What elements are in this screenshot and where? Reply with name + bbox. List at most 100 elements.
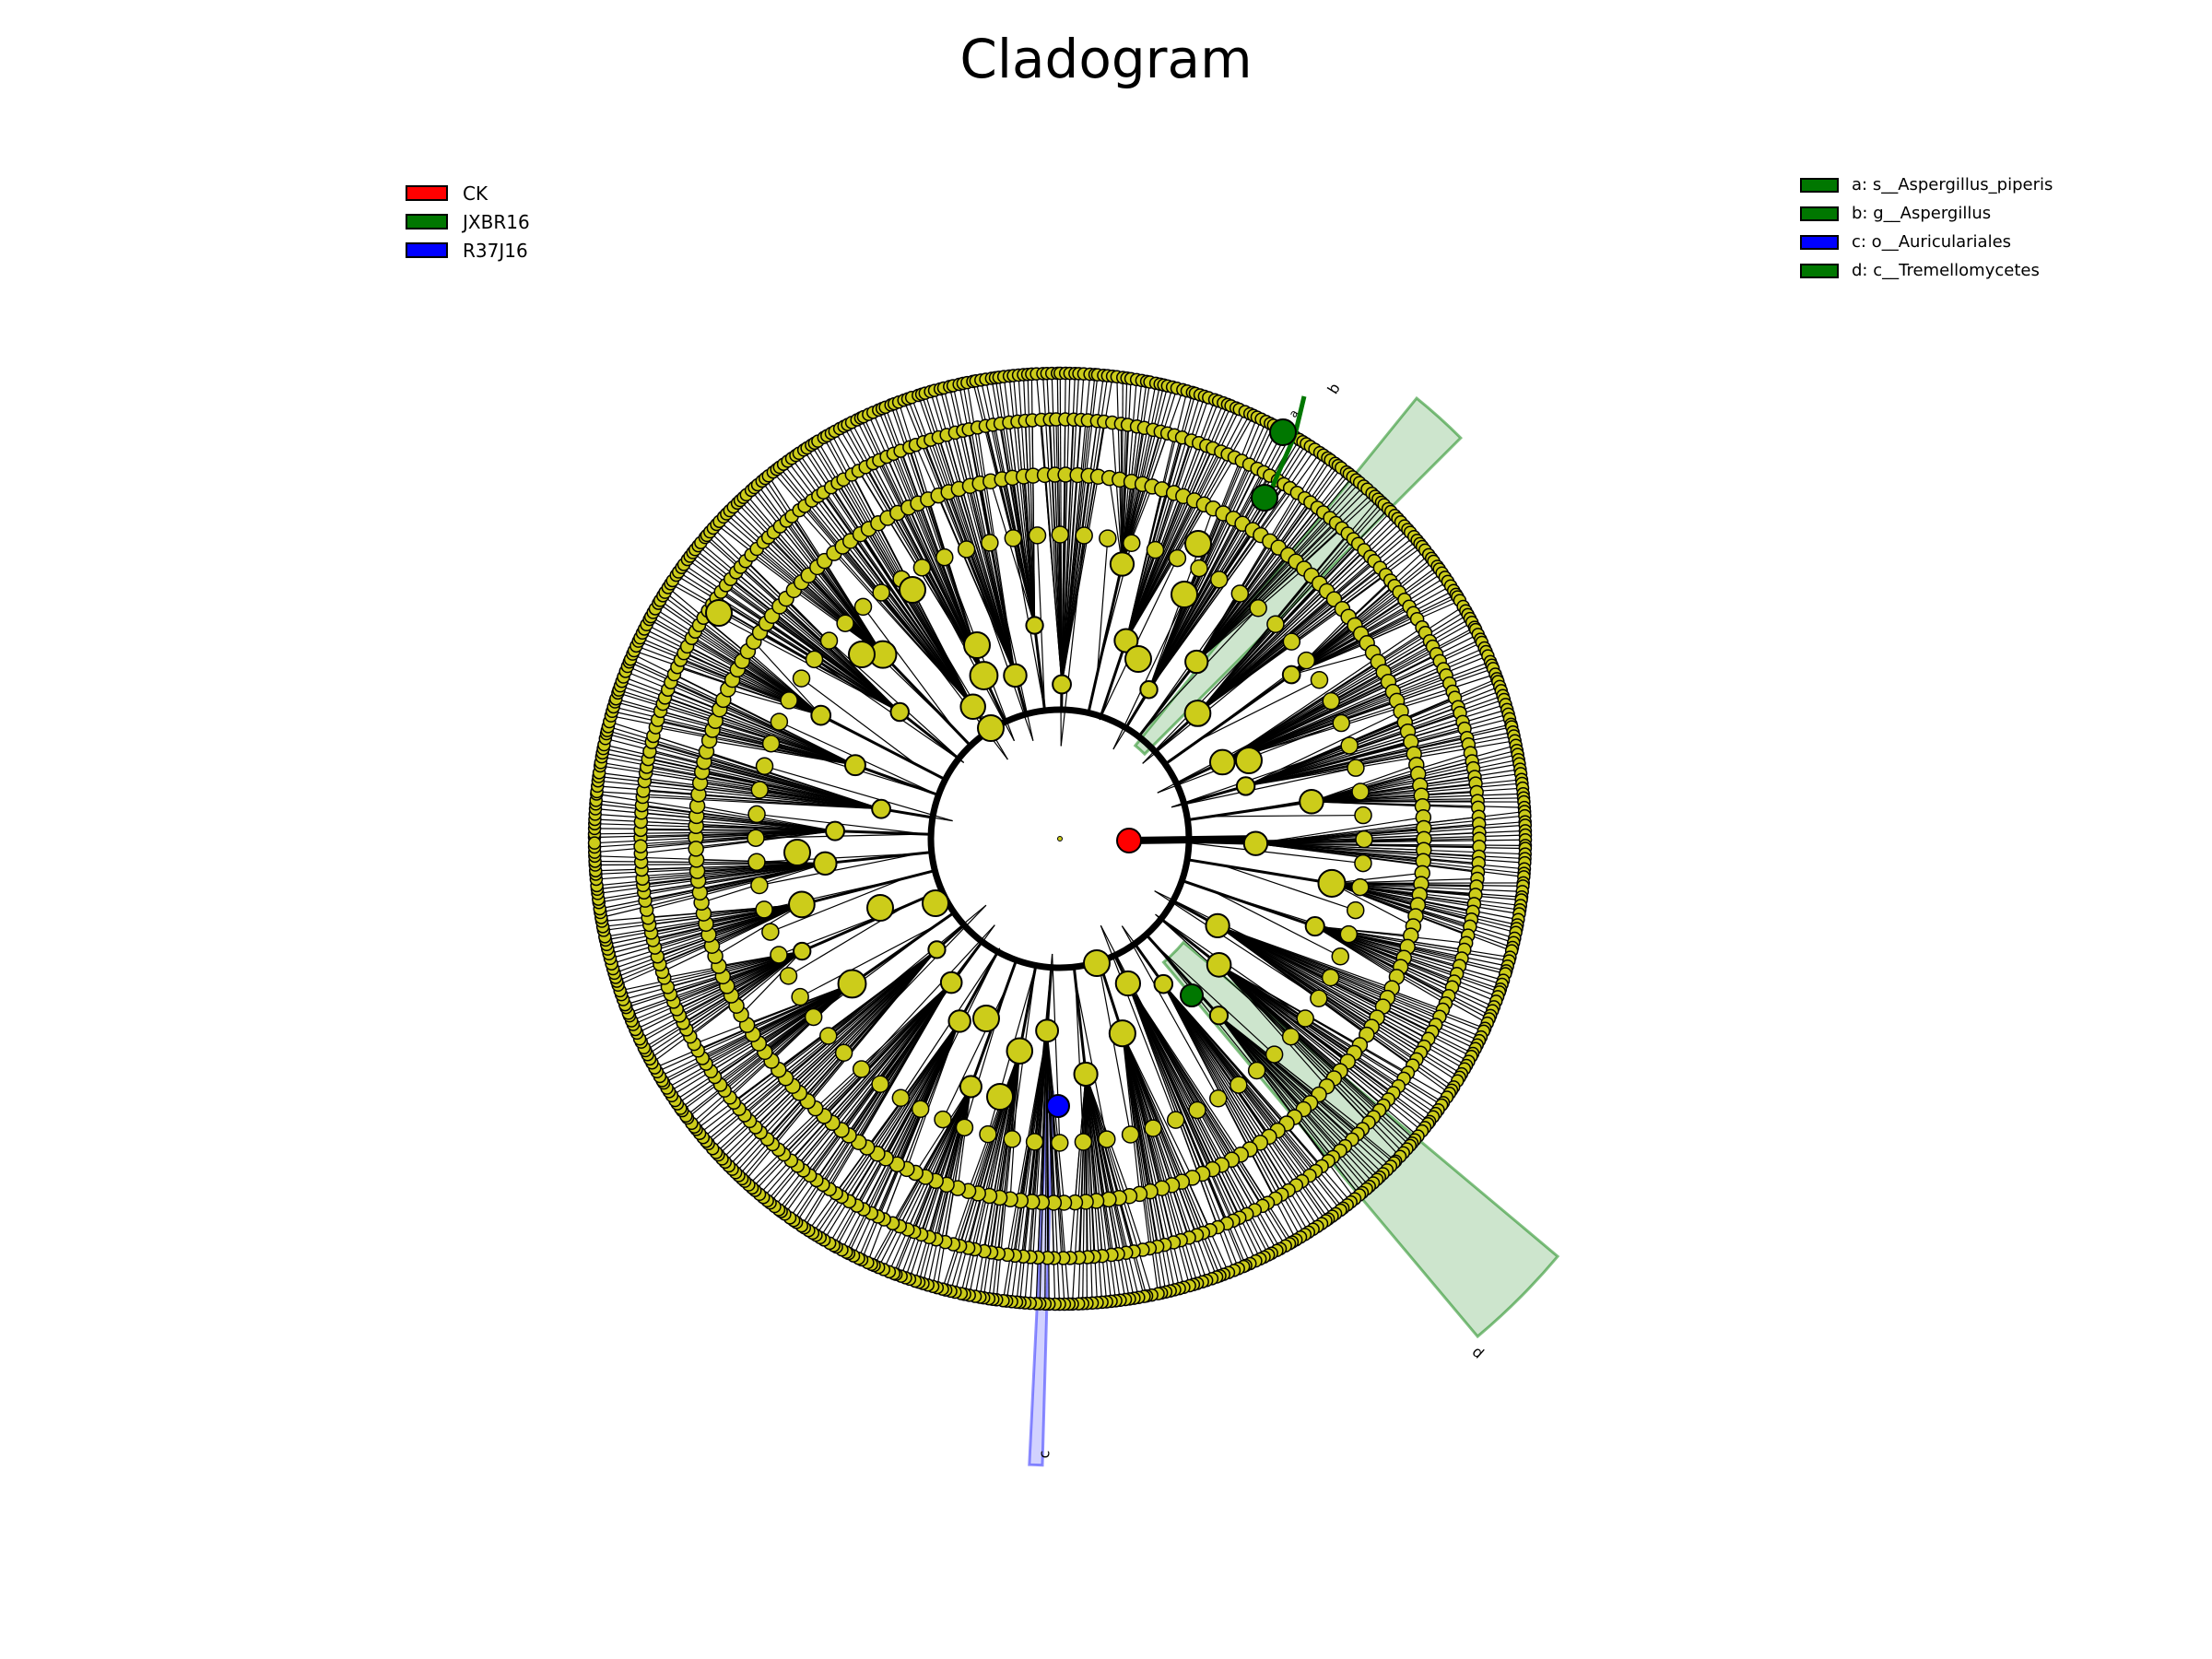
branch bbox=[649, 950, 803, 1060]
branch bbox=[946, 1086, 971, 1185]
branch bbox=[850, 540, 974, 708]
hub-node bbox=[1171, 581, 1198, 608]
branch bbox=[1127, 982, 1214, 1170]
inner-node bbox=[947, 1009, 971, 1033]
leaf-node bbox=[1281, 1027, 1300, 1046]
branch bbox=[723, 699, 856, 766]
branch bbox=[792, 948, 937, 1087]
branch bbox=[1142, 623, 1277, 764]
branch bbox=[1033, 625, 1047, 712]
branch bbox=[1255, 816, 1479, 844]
branch bbox=[778, 948, 937, 1071]
branch bbox=[727, 688, 821, 716]
leaf-node bbox=[1297, 651, 1316, 670]
branch bbox=[1255, 827, 1424, 844]
branch bbox=[687, 645, 821, 716]
leaf-node bbox=[770, 946, 788, 964]
branch bbox=[1075, 980, 1108, 1140]
legend-label-ck: CK bbox=[463, 182, 488, 205]
branch bbox=[843, 904, 987, 1053]
branch bbox=[1162, 983, 1283, 1195]
legend-swatch-jxbr16 bbox=[406, 214, 448, 229]
branch bbox=[1331, 882, 1421, 885]
branch bbox=[735, 950, 803, 1006]
branch bbox=[924, 1086, 971, 1178]
branch bbox=[1085, 1074, 1095, 1257]
branch bbox=[785, 598, 900, 712]
branch bbox=[1197, 582, 1321, 714]
hub-node bbox=[922, 889, 949, 917]
leaf-node bbox=[780, 691, 798, 710]
branch bbox=[1121, 383, 1161, 565]
branch bbox=[759, 853, 920, 887]
branch bbox=[785, 948, 937, 1079]
branch bbox=[1127, 982, 1255, 1211]
branch bbox=[779, 606, 900, 712]
branch bbox=[1125, 448, 1214, 641]
inner-node bbox=[810, 704, 832, 726]
leaf-node bbox=[1247, 1061, 1266, 1080]
branch bbox=[834, 830, 932, 836]
inner-node bbox=[825, 820, 845, 841]
inner-node bbox=[1073, 1061, 1099, 1088]
branch bbox=[841, 1020, 960, 1197]
branch bbox=[1290, 596, 1458, 676]
branch bbox=[1109, 477, 1124, 565]
leaf-node bbox=[1321, 968, 1340, 987]
leaf-node bbox=[747, 805, 766, 824]
hub-node bbox=[1124, 645, 1152, 673]
legend-label-taxon-c: c: o__Auriculariales bbox=[1852, 232, 2012, 252]
branch bbox=[907, 1086, 971, 1230]
leaf-node bbox=[979, 1124, 997, 1144]
branch bbox=[1085, 1074, 1112, 1302]
branch bbox=[828, 904, 987, 1037]
leaf-node bbox=[1249, 599, 1267, 618]
branch bbox=[1155, 944, 1276, 1055]
branch bbox=[1217, 924, 1421, 1053]
inner-node bbox=[813, 851, 838, 877]
branch bbox=[657, 903, 803, 958]
branch bbox=[1183, 784, 1247, 806]
branch bbox=[1125, 503, 1205, 641]
branch bbox=[1171, 745, 1350, 808]
leaf-node bbox=[1168, 548, 1187, 568]
leaf-node bbox=[1331, 947, 1350, 966]
branch bbox=[1245, 731, 1408, 787]
branch bbox=[723, 950, 803, 977]
branch bbox=[762, 541, 884, 655]
branch bbox=[649, 750, 882, 810]
branch bbox=[1125, 500, 1195, 641]
branch bbox=[697, 805, 836, 832]
leaf-node bbox=[1003, 1130, 1021, 1148]
leaf-node bbox=[912, 559, 932, 577]
branch bbox=[1155, 944, 1258, 1071]
branch bbox=[1218, 964, 1327, 1088]
branch bbox=[1255, 842, 1479, 865]
branch bbox=[1311, 794, 1422, 803]
legend-swatch-r37j16 bbox=[406, 242, 448, 258]
branch bbox=[1121, 481, 1133, 565]
branch bbox=[1148, 488, 1291, 690]
inner-node bbox=[871, 798, 891, 819]
branch bbox=[1197, 575, 1312, 714]
branch bbox=[906, 1020, 960, 1170]
leaf-node bbox=[747, 829, 765, 847]
branch bbox=[928, 1086, 971, 1238]
leaf-node bbox=[1074, 1133, 1093, 1151]
branch bbox=[1061, 419, 1075, 685]
branch bbox=[877, 523, 974, 708]
branch bbox=[1195, 507, 1318, 663]
branch bbox=[1121, 379, 1137, 565]
branch bbox=[755, 948, 937, 1128]
branch bbox=[770, 877, 906, 933]
leaf-node bbox=[1296, 1009, 1314, 1028]
branch bbox=[646, 863, 826, 911]
chart-title: Cladogram bbox=[959, 28, 1253, 90]
leaf-node bbox=[911, 1100, 930, 1119]
branch bbox=[946, 434, 1017, 676]
branch bbox=[741, 660, 822, 716]
branch bbox=[1311, 800, 1478, 803]
branch bbox=[1218, 964, 1360, 1046]
branch bbox=[1018, 965, 1038, 1052]
branch bbox=[1085, 1074, 1127, 1253]
